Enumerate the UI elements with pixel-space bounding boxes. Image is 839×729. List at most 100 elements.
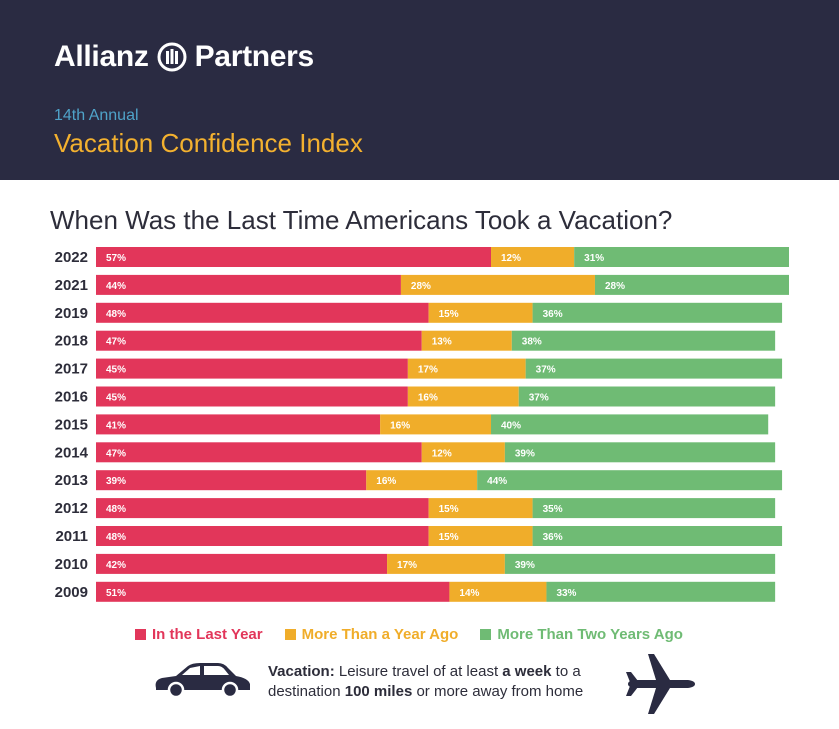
bar-more-than-two-2012: [532, 498, 776, 519]
bar-last-year-2015: [96, 414, 381, 435]
header-banner: Allianz Partners 14th Annual Vacation Co…: [0, 0, 839, 180]
value-label-more-than-two-2010: 39%: [515, 560, 535, 571]
year-label-2011: 2011: [55, 528, 88, 545]
bar-more-than-year-2017: [407, 358, 526, 379]
legend-label-more-than-two: More Than Two Years Ago: [497, 626, 683, 643]
bar-more-than-two-2013: [477, 470, 783, 491]
value-label-more-than-two-2014: 39%: [515, 448, 535, 459]
bar-last-year-2018: [96, 330, 422, 351]
value-label-more-than-year-2017: 17%: [418, 365, 438, 376]
bar-last-year-2011: [96, 526, 429, 546]
bar-last-year-2019: [96, 302, 429, 323]
bar-more-than-two-2010: [504, 553, 776, 574]
legend-label-last-year: In the Last Year: [152, 626, 263, 643]
bar-more-than-two-2009: [546, 581, 776, 602]
bar-last-year-2014: [96, 442, 422, 463]
bar-more-than-two-2016: [518, 386, 776, 407]
bar-more-than-two-2011: [532, 526, 783, 546]
value-label-more-than-year-2021: 28%: [411, 281, 431, 292]
legend-label-more-than-year: More Than a Year Ago: [301, 626, 459, 643]
value-label-last-year-2018: 47%: [106, 337, 126, 348]
bar-more-than-two-2021: [594, 274, 789, 295]
value-label-more-than-two-2019: 36%: [543, 309, 563, 320]
bar-more-than-two-2017: [525, 358, 783, 379]
value-label-more-than-year-2012: 15%: [439, 504, 459, 515]
bar-more-than-two-2018: [511, 330, 776, 351]
legend-item-more-than-two: More Than Two Years Ago: [480, 626, 683, 643]
car-icon: [155, 663, 250, 699]
value-label-more-than-two-2016: 37%: [529, 393, 549, 404]
value-label-more-than-two-2011: 36%: [543, 532, 563, 543]
bar-more-than-two-2019: [532, 302, 783, 323]
bar-last-year-2009: [96, 581, 450, 602]
bar-more-than-year-2012: [428, 498, 533, 519]
stacked-bar-chart: 2022 57% 12% 31% 2021 44% 28% 28% 2019 48% 15% 36% 2…: [55, 247, 789, 602]
note-bold-1: a week: [502, 663, 552, 680]
value-label-more-than-year-2015: 16%: [390, 420, 410, 431]
bar-more-than-two-2014: [504, 442, 776, 463]
allianz-eagle-logo-icon: [157, 42, 187, 72]
value-label-last-year-2012: 48%: [106, 504, 126, 515]
bar-more-than-year-2010: [387, 553, 505, 574]
note-label: Vacation:: [268, 663, 335, 680]
value-label-more-than-year-2018: 13%: [432, 337, 452, 348]
legend-swatch-more-than-two: [480, 629, 492, 640]
value-label-more-than-year-2019: 15%: [439, 309, 459, 320]
chart-legend: In the Last Year More Than a Year Ago Mo…: [135, 626, 683, 643]
year-label-2017: 2017: [55, 361, 88, 378]
vacation-definition-note: Vacation: Leisure travel of at least a w…: [268, 662, 618, 702]
value-label-more-than-year-2022: 12%: [501, 253, 521, 264]
year-label-2013: 2013: [55, 472, 88, 489]
edition-label: 14th Annual: [54, 107, 139, 124]
report-title: Vacation Confidence Index: [54, 128, 363, 158]
note-bold-2: 100 miles: [344, 683, 413, 700]
chart-title: When Was the Last Time Americans Took a …: [50, 205, 673, 235]
year-label-2016: 2016: [55, 389, 88, 406]
bar-more-than-year-2019: [428, 302, 533, 323]
legend-swatch-last-year: [135, 629, 146, 640]
note-text-2: to a destination: [268, 663, 581, 700]
value-label-last-year-2021: 44%: [106, 281, 126, 292]
year-label-2009: 2009: [55, 584, 88, 601]
year-label-2019: 2019: [55, 305, 88, 322]
bar-last-year-2017: [96, 358, 408, 379]
value-label-last-year-2014: 47%: [106, 448, 126, 459]
bar-more-than-two-2022: [574, 247, 789, 267]
bar-more-than-year-2013: [366, 470, 478, 491]
year-label-2018: 2018: [55, 333, 88, 350]
value-label-last-year-2016: 45%: [106, 393, 126, 404]
value-label-last-year-2011: 48%: [106, 532, 126, 543]
bar-more-than-year-2022: [491, 247, 575, 267]
value-label-more-than-two-2017: 37%: [536, 365, 556, 376]
bar-more-than-year-2015: [380, 414, 492, 435]
value-label-last-year-2013: 39%: [106, 476, 126, 487]
brand-name-left: Allianz: [54, 40, 149, 73]
value-label-more-than-two-2012: 35%: [543, 504, 563, 515]
bar-last-year-2022: [96, 247, 492, 267]
year-label-2012: 2012: [55, 500, 88, 517]
value-label-more-than-year-2011: 15%: [439, 532, 459, 543]
value-label-more-than-year-2013: 16%: [376, 476, 396, 487]
value-label-last-year-2015: 41%: [106, 420, 126, 431]
bar-more-than-two-2015: [491, 414, 769, 435]
note-text-1: Leisure travel of at least: [334, 663, 503, 680]
bar-more-than-year-2009: [449, 581, 547, 602]
bar-more-than-year-2016: [407, 386, 519, 407]
value-label-last-year-2017: 45%: [106, 365, 126, 376]
value-label-more-than-two-2009: 33%: [556, 588, 576, 599]
bar-more-than-year-2011: [428, 526, 533, 546]
value-label-last-year-2022: 57%: [106, 253, 126, 264]
brand-logo: Allianz Partners: [54, 40, 314, 74]
legend-swatch-more-than-year: [284, 629, 296, 640]
note-text-3: or more away from home: [412, 683, 584, 700]
value-label-more-than-two-2018: 38%: [522, 337, 542, 348]
value-label-last-year-2010: 42%: [106, 560, 126, 571]
value-label-more-than-two-2013: 44%: [487, 476, 507, 487]
legend-item-more-than-year: More Than a Year Ago: [284, 626, 459, 643]
brand-name-right: Partners: [194, 40, 315, 73]
year-label-2015: 2015: [55, 416, 88, 433]
value-label-more-than-two-2015: 40%: [501, 420, 521, 431]
value-label-more-than-year-2014: 12%: [432, 448, 452, 459]
value-label-more-than-year-2016: 16%: [418, 393, 438, 404]
year-label-2014: 2014: [55, 444, 89, 461]
